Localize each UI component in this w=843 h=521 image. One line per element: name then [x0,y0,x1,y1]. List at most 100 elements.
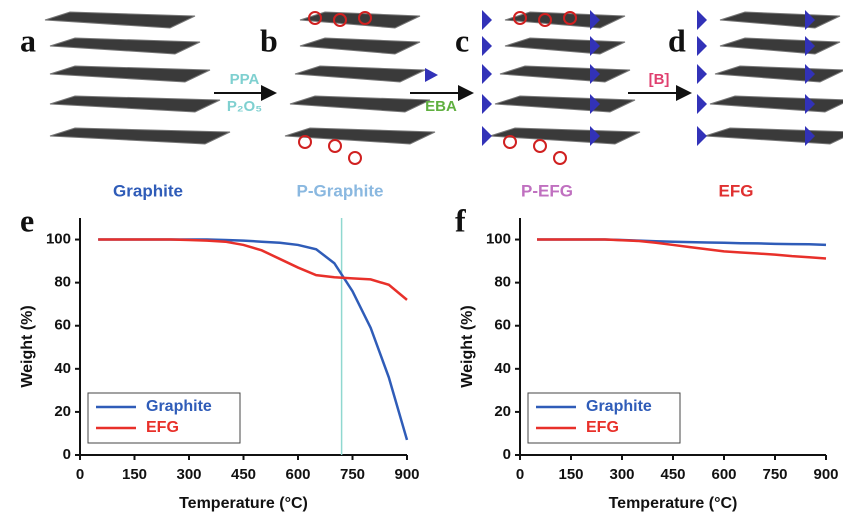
graphene-sheet [289,95,431,113]
graphene-sheet [49,95,221,113]
x-tick-label: 450 [231,466,256,483]
phosphate-group [333,13,347,27]
graphene-sheet [504,37,626,55]
x-tick-label: 450 [660,466,685,483]
phosphate-group [298,135,312,149]
legend-box [527,392,681,444]
y-tick-label: 100 [486,231,511,248]
graphene-sheet [704,127,843,145]
panel-label: c [455,22,469,58]
ester-cone [482,36,492,56]
y-axis-title: Weight (%) [19,305,36,387]
stage-name: EFG [719,181,754,200]
x-tick-label: 900 [394,466,419,483]
legend-label: Graphite [586,398,652,415]
panel-label: b [260,22,278,58]
y-tick-label: 80 [494,274,511,291]
ester-cone [482,94,492,114]
y-tick-label: 20 [494,403,511,420]
phosphate-group [563,11,577,25]
x-tick-label: 0 [76,466,84,483]
phosphate-group [553,151,567,165]
stage-name: Graphite [113,181,183,200]
graphene-sheet [719,11,841,29]
x-tick-label: 300 [176,466,201,483]
ester-cone [805,126,815,146]
x-tick-label: 750 [762,466,787,483]
graphene-sheet [714,65,843,83]
y-tick-label: 100 [46,231,71,248]
phosphate-group [538,13,552,27]
ester-cone [697,126,707,146]
graphene-sheet [709,95,843,113]
panel-label: a [20,22,36,58]
legend-label: EFG [586,419,619,436]
y-tick-label: 0 [503,446,511,463]
graphene-sheet [499,65,631,83]
arrow-label: [B] [649,71,670,88]
ester-cone [590,36,600,56]
legend-box [87,392,241,444]
ester-cone [697,64,707,84]
stage-name: P-Graphite [297,181,384,200]
ester-cone [482,10,492,30]
reagent-cone [425,68,438,82]
phosphate-group [348,151,362,165]
ester-cone [805,36,815,56]
phosphate-group [308,11,322,25]
y-tick-label: 0 [63,446,71,463]
y-tick-label: 60 [494,317,511,334]
ester-cone [697,10,707,30]
phosphate-group [533,139,547,153]
y-tick-label: 20 [54,403,71,420]
graphene-sheet [49,37,201,55]
x-tick-label: 750 [340,466,365,483]
phosphate-group [328,139,342,153]
y-tick-label: 40 [54,360,71,377]
graphene-sheet [284,127,436,145]
y-axis-title: Weight (%) [459,305,476,387]
ester-cone [482,64,492,84]
ester-cone [805,94,815,114]
graphene-sheet [494,95,636,113]
graphene-sheet [294,65,426,83]
ester-cone [590,94,600,114]
ester-cone [590,64,600,84]
phosphate-group [513,11,527,25]
x-tick-label: 600 [711,466,736,483]
stage-name: P-EFG [521,181,573,200]
x-axis-title: Temperature (°C) [179,495,308,512]
panel-label: d [668,22,686,58]
legend-label: EFG [146,419,179,436]
x-tick-label: 900 [813,466,838,483]
x-tick-label: 150 [122,466,147,483]
graphene-sheet [44,11,196,29]
data-line [537,238,827,260]
arrow-label: PPA [230,71,260,88]
graphene-sheet [299,37,421,55]
ester-cone [697,36,707,56]
legend-label: Graphite [146,398,212,415]
panel-label: e [20,202,34,238]
panel-label: f [455,202,466,238]
y-tick-label: 60 [54,317,71,334]
ester-cone [697,94,707,114]
x-tick-label: 0 [516,466,524,483]
y-tick-label: 80 [54,274,71,291]
x-tick-label: 300 [609,466,634,483]
x-axis-title: Temperature (°C) [609,495,738,512]
ester-cone [805,64,815,84]
x-tick-label: 600 [285,466,310,483]
ester-cone [590,126,600,146]
graphene-sheet [49,127,231,145]
arrow-label: P₂O₅ [227,98,262,115]
ester-cone [482,126,492,146]
phosphate-group [358,11,372,25]
graphene-sheet [49,65,211,83]
phosphate-group [503,135,517,149]
y-tick-label: 40 [494,360,511,377]
ester-cone [805,10,815,30]
data-line [98,238,408,301]
graphene-sheet [719,37,841,55]
